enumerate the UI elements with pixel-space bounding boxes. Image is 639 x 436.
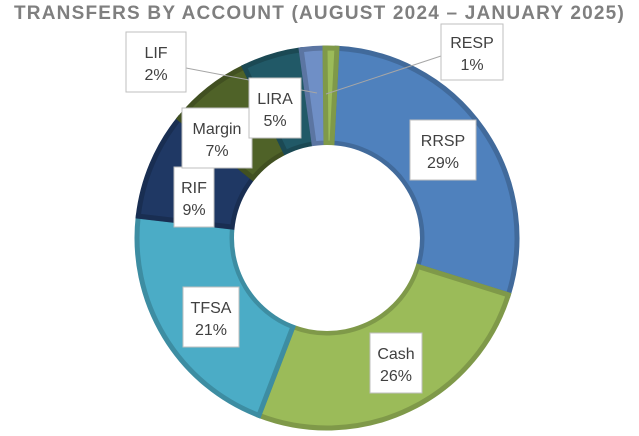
- data-label-box: [181, 107, 253, 169]
- data-label-category: TFSA: [191, 300, 232, 317]
- data-label-resp: RESP 1%: [440, 23, 504, 81]
- data-label-box: [440, 23, 504, 81]
- data-label-category: RIF: [181, 180, 207, 197]
- slice-resp: [322, 45, 340, 146]
- data-label-value: 5%: [263, 113, 286, 130]
- data-label-category: RRSP: [421, 133, 465, 150]
- data-label-box: [409, 119, 477, 181]
- data-label-category: LIRA: [257, 91, 293, 108]
- data-label-category: Cash: [377, 346, 414, 363]
- data-label-box: [369, 332, 423, 394]
- data-label-box: [173, 166, 215, 228]
- doughnut-hole: [234, 145, 420, 331]
- data-label-rif: RIF 9%: [173, 166, 215, 228]
- data-label-lif: LIF 2%: [125, 31, 187, 93]
- data-label-value: 21%: [195, 322, 227, 339]
- data-label-cash: Cash 26%: [369, 332, 423, 394]
- data-label-value: 9%: [182, 202, 205, 219]
- data-label-value: 1%: [460, 57, 483, 74]
- data-label-box: [248, 77, 302, 139]
- data-label-rrsp: RRSP 29%: [409, 119, 477, 181]
- data-label-value: 7%: [205, 143, 228, 160]
- data-label-value: 29%: [427, 155, 459, 172]
- data-label-category: LIF: [144, 45, 167, 62]
- chart-title: TRANSFERS BY ACCOUNT (AUGUST 2024 – JANU…: [14, 3, 625, 24]
- data-label-category: Margin: [193, 121, 242, 138]
- data-label-tfsa: TFSA 21%: [182, 286, 240, 348]
- data-label-value: 2%: [144, 67, 167, 84]
- data-label-category: RESP: [450, 35, 494, 52]
- data-label-box: [182, 286, 240, 348]
- data-label-box: [125, 31, 187, 93]
- data-label-value: 26%: [380, 368, 412, 385]
- data-label-margin: Margin 7%: [181, 107, 253, 169]
- leader-line-resp: [325, 55, 442, 95]
- data-label-lira: LIRA 5%: [248, 77, 302, 139]
